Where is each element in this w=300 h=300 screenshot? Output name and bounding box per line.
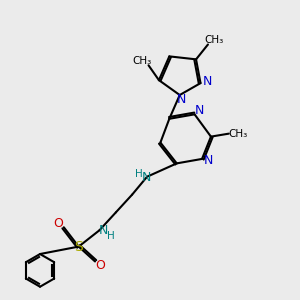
Text: N: N bbox=[202, 75, 212, 88]
Text: CH₃: CH₃ bbox=[205, 35, 224, 45]
Text: S: S bbox=[74, 240, 83, 254]
Text: N: N bbox=[98, 224, 108, 237]
Text: N: N bbox=[195, 104, 205, 117]
Text: O: O bbox=[53, 217, 63, 230]
Text: H: H bbox=[135, 169, 142, 179]
Text: N: N bbox=[176, 93, 186, 106]
Text: N: N bbox=[142, 171, 151, 184]
Text: O: O bbox=[95, 259, 105, 272]
Text: CH₃: CH₃ bbox=[229, 129, 248, 139]
Text: H: H bbox=[107, 231, 115, 241]
Text: N: N bbox=[204, 154, 213, 167]
Text: CH₃: CH₃ bbox=[132, 56, 151, 66]
